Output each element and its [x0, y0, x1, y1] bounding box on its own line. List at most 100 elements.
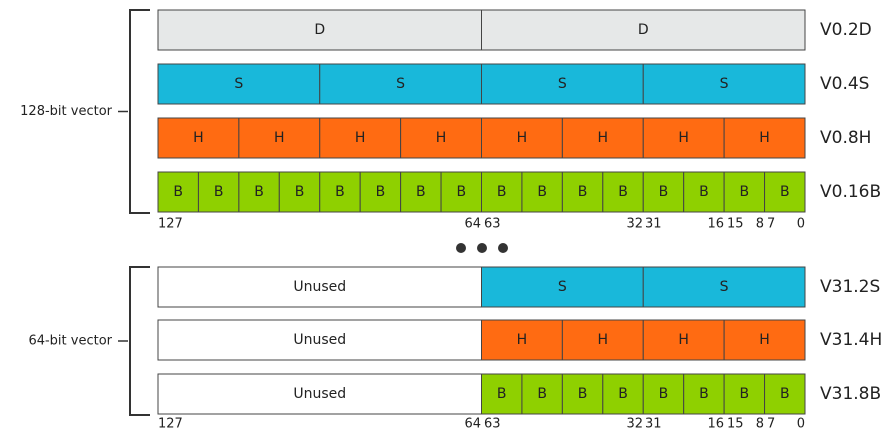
- unused-cell: [157, 266, 482, 308]
- lane-cell: [400, 171, 442, 213]
- lane-text: H: [598, 130, 609, 146]
- lane-text: B: [618, 184, 628, 200]
- lane-text: H: [517, 332, 528, 348]
- lane-text: B: [497, 184, 507, 200]
- bracket: [129, 9, 150, 214]
- bit-label: 31: [645, 417, 662, 432]
- group-label: 128-bit vector: [20, 104, 112, 119]
- lane-cell: [561, 319, 644, 361]
- lane-text: B: [456, 184, 466, 200]
- lane-cell: [481, 9, 806, 51]
- bit-label: 16: [707, 217, 724, 232]
- lane-text: B: [537, 386, 547, 402]
- lane-text: B: [578, 184, 588, 200]
- bit-label: 64: [464, 217, 481, 232]
- lane-cell: [723, 117, 806, 159]
- lane-cell: [481, 319, 563, 361]
- register-name: V0.8H: [820, 128, 871, 148]
- lane-cell: [319, 117, 402, 159]
- bit-label: 31: [645, 217, 662, 232]
- lane-cell: [157, 171, 199, 213]
- lane-cell: [157, 63, 321, 105]
- lane-cell: [642, 171, 685, 213]
- bit-label: 127: [158, 417, 183, 432]
- lane-text: B: [295, 184, 305, 200]
- bit-label: 16: [707, 417, 724, 432]
- lane-cell: [683, 171, 725, 213]
- bit-label: 15: [727, 417, 744, 432]
- lane-cell: [642, 266, 806, 308]
- lane-cell: [723, 373, 766, 415]
- bit-label: 64: [464, 417, 481, 432]
- lane-cell: [481, 117, 563, 159]
- lane-cell: [723, 171, 766, 213]
- bit-label: 63: [484, 417, 501, 432]
- lane-cell: [683, 373, 725, 415]
- lane-text: B: [497, 386, 507, 402]
- register-name: V0.2D: [820, 20, 872, 40]
- unused-text: Unused: [293, 279, 346, 295]
- lane-text: B: [699, 386, 709, 402]
- bit-label: 8: [756, 217, 764, 232]
- lane-text: S: [396, 76, 405, 92]
- lane-text: B: [416, 184, 426, 200]
- lane-text: B: [740, 184, 750, 200]
- lane-cell: [481, 266, 644, 308]
- lane-text: B: [335, 184, 345, 200]
- lane-text: S: [720, 76, 729, 92]
- bracket: [129, 266, 150, 416]
- lane-cell: [723, 319, 806, 361]
- dot: [498, 243, 508, 253]
- lane-text: H: [678, 332, 689, 348]
- lane-text: B: [740, 386, 750, 402]
- lane-text: S: [558, 279, 567, 295]
- lane-text: H: [355, 130, 366, 146]
- lane-cell: [521, 373, 563, 415]
- lane-cell: [481, 373, 523, 415]
- lane-text: S: [720, 279, 729, 295]
- lane-text: H: [193, 130, 204, 146]
- lane-text: H: [759, 332, 770, 348]
- lane-cell: [319, 171, 361, 213]
- lane-text: B: [214, 184, 224, 200]
- lane-cell: [400, 117, 482, 159]
- lane-cell: [602, 171, 644, 213]
- lane-text: H: [759, 130, 770, 146]
- unused-cell: [157, 373, 482, 415]
- lane-text: H: [517, 130, 528, 146]
- lane-cell: [359, 171, 402, 213]
- lane-text: B: [659, 386, 669, 402]
- lane-text: B: [537, 184, 547, 200]
- lane-cell: [197, 171, 240, 213]
- lane-cell: [642, 117, 725, 159]
- lane-text: H: [274, 130, 285, 146]
- lane-text: H: [436, 130, 447, 146]
- bit-label: 15: [727, 217, 744, 232]
- ellipsis: [456, 243, 508, 253]
- lane-cell: [642, 63, 806, 105]
- bit-label: 7: [767, 217, 775, 232]
- dot: [477, 243, 487, 253]
- register-name: V0.16B: [820, 182, 881, 202]
- bit-label: 127: [158, 217, 183, 232]
- bit-label: 0: [797, 217, 805, 232]
- lane-text: B: [254, 184, 264, 200]
- lane-text: B: [578, 386, 588, 402]
- bit-label: 7: [767, 417, 775, 432]
- bit-label: 32: [626, 217, 643, 232]
- lane-cell: [238, 171, 280, 213]
- lane-text: H: [598, 332, 609, 348]
- bit-label: 32: [626, 417, 643, 432]
- register-name: V31.4H: [820, 330, 882, 350]
- lane-cell: [481, 171, 523, 213]
- lane-cell: [764, 373, 806, 415]
- unused-text: Unused: [293, 386, 346, 402]
- lane-text: B: [376, 184, 386, 200]
- lane-text: D: [638, 22, 649, 38]
- bit-label: 8: [756, 417, 764, 432]
- lane-text: B: [659, 184, 669, 200]
- lane-text: B: [780, 184, 790, 200]
- register-name: V0.4S: [820, 74, 869, 94]
- lane-cell: [642, 373, 685, 415]
